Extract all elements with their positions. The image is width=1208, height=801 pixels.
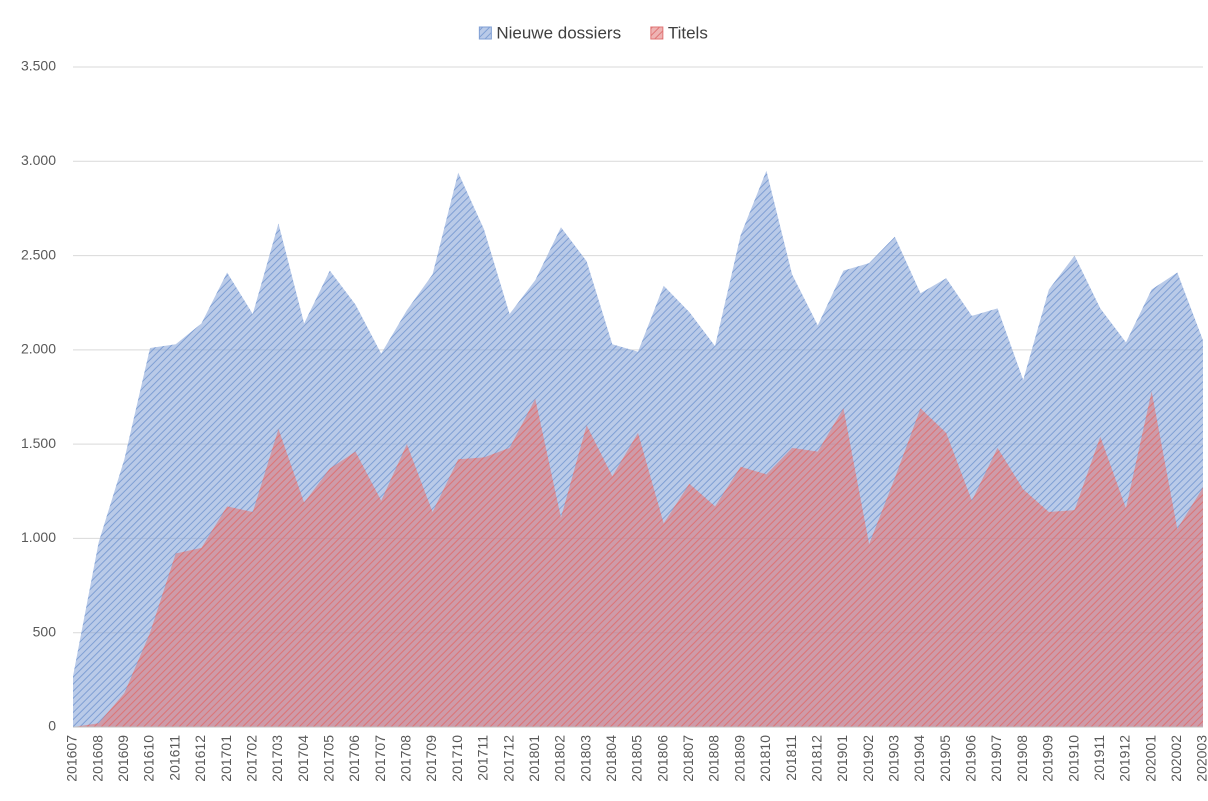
x-tick-label: 201801 bbox=[526, 735, 542, 782]
x-tick-label: 201909 bbox=[1040, 735, 1056, 782]
y-tick-label: 500 bbox=[33, 623, 57, 639]
x-tick-label: 202002 bbox=[1168, 735, 1184, 782]
x-tick-label: 201702 bbox=[243, 735, 259, 782]
x-tick-label: 201607 bbox=[64, 735, 80, 782]
x-tick-label: 201609 bbox=[115, 735, 131, 782]
x-tick-label: 201802 bbox=[552, 735, 568, 782]
x-tick-label: 201808 bbox=[706, 735, 722, 782]
x-tick-label: 201805 bbox=[629, 735, 645, 782]
x-tick-label: 201804 bbox=[603, 735, 619, 782]
y-tick-label: 1.000 bbox=[21, 529, 56, 545]
x-tick-label: 201903 bbox=[886, 735, 902, 782]
x-tick-label: 201706 bbox=[346, 735, 362, 782]
x-tick-label: 201806 bbox=[654, 735, 670, 782]
x-tick-label: 201610 bbox=[141, 735, 157, 782]
legend-label: Titels bbox=[668, 23, 708, 42]
y-tick-label: 3.500 bbox=[21, 58, 56, 74]
x-tick-label: 201611 bbox=[166, 735, 182, 781]
x-tick-label: 201608 bbox=[89, 735, 105, 782]
area bbox=[73, 391, 1203, 727]
x-tick-label: 201703 bbox=[269, 735, 285, 782]
x-tick-label: 202003 bbox=[1194, 735, 1208, 782]
x-tick-label: 201712 bbox=[500, 735, 516, 782]
x-tick-label: 201902 bbox=[860, 735, 876, 782]
legend-swatch bbox=[478, 26, 492, 40]
y-tick-label: 3.000 bbox=[21, 152, 56, 168]
x-tick-label: 201612 bbox=[192, 735, 208, 782]
x-tick-label: 201809 bbox=[731, 735, 747, 782]
y-tick-label: 2.500 bbox=[21, 246, 56, 262]
x-tick-label: 201701 bbox=[218, 735, 234, 782]
x-tick-label: 201707 bbox=[372, 735, 388, 782]
x-tick-label: 201807 bbox=[680, 735, 696, 782]
x-tick-label: 201710 bbox=[449, 735, 465, 782]
x-tick-label: 201812 bbox=[808, 735, 824, 782]
x-tick-label: 201705 bbox=[321, 735, 337, 782]
x-tick-label: 201905 bbox=[937, 735, 953, 782]
x-tick-label: 201901 bbox=[834, 735, 850, 782]
x-tick-label: 201810 bbox=[757, 735, 773, 782]
y-tick-label: 1.500 bbox=[21, 435, 56, 451]
x-tick-label: 201704 bbox=[295, 735, 311, 782]
x-tick-label: 201907 bbox=[988, 735, 1004, 782]
x-tick-label: 201811 bbox=[783, 735, 799, 781]
x-tick-label: 201906 bbox=[963, 735, 979, 782]
y-tick-label: 2.000 bbox=[21, 341, 56, 357]
x-tick-label: 201910 bbox=[1065, 735, 1081, 782]
x-tick-label: 201803 bbox=[577, 735, 593, 782]
x-tick-label: 201911 bbox=[1091, 735, 1107, 781]
x-tick-label: 201709 bbox=[423, 735, 439, 782]
x-tick-label: 201711 bbox=[475, 735, 491, 781]
x-tick-label: 201912 bbox=[1117, 735, 1133, 782]
x-tick-label: 201908 bbox=[1014, 735, 1030, 782]
y-tick-label: 0 bbox=[48, 718, 56, 734]
x-tick-label: 202001 bbox=[1142, 735, 1158, 782]
x-tick-label: 201708 bbox=[398, 735, 414, 782]
legend-swatch bbox=[650, 26, 664, 40]
x-tick-label: 201904 bbox=[911, 735, 927, 782]
legend-label: Nieuwe dossiers bbox=[496, 23, 621, 42]
